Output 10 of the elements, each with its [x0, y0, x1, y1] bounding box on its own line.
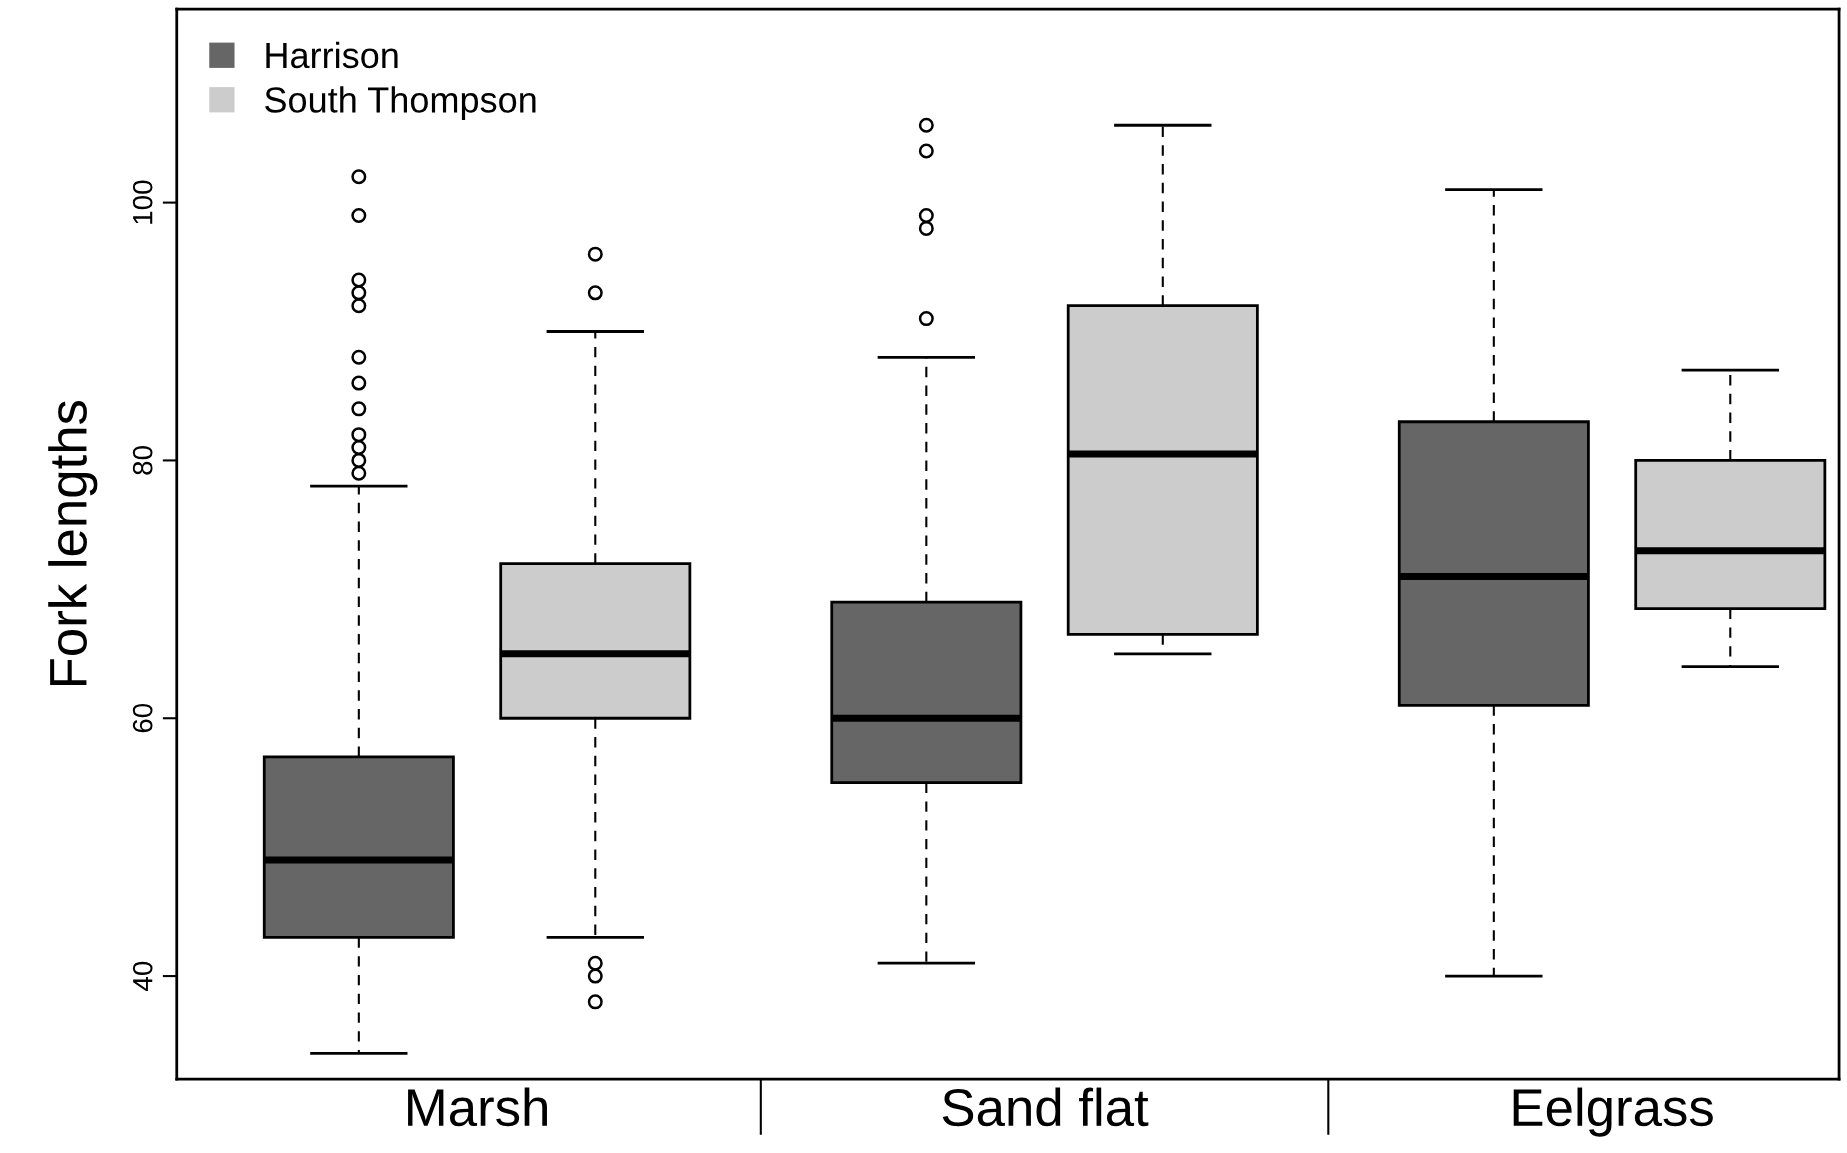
x-tick-label: Sand flat [942, 1087, 1149, 1127]
y-tick-label: 100 [132, 180, 153, 224]
y-tick-label: 60 [132, 703, 153, 733]
legend-label: South Thompson [265, 86, 536, 120]
y-tick-label: 40 [132, 961, 153, 991]
legend-label: Harrison [266, 41, 398, 69]
x-tick-label: Marsh [408, 1087, 547, 1127]
x-tick-label: Eelgrass [1513, 1087, 1713, 1137]
y-axis-title: Fork lengths [48, 400, 98, 686]
y-tick-label: 80 [132, 446, 153, 475]
